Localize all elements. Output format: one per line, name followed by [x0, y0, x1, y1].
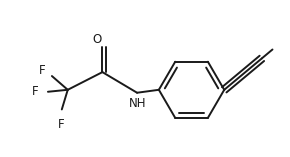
Text: NH: NH — [129, 97, 147, 110]
Text: F: F — [57, 118, 64, 131]
Text: F: F — [39, 64, 45, 77]
Text: F: F — [32, 85, 38, 98]
Text: O: O — [93, 33, 102, 46]
